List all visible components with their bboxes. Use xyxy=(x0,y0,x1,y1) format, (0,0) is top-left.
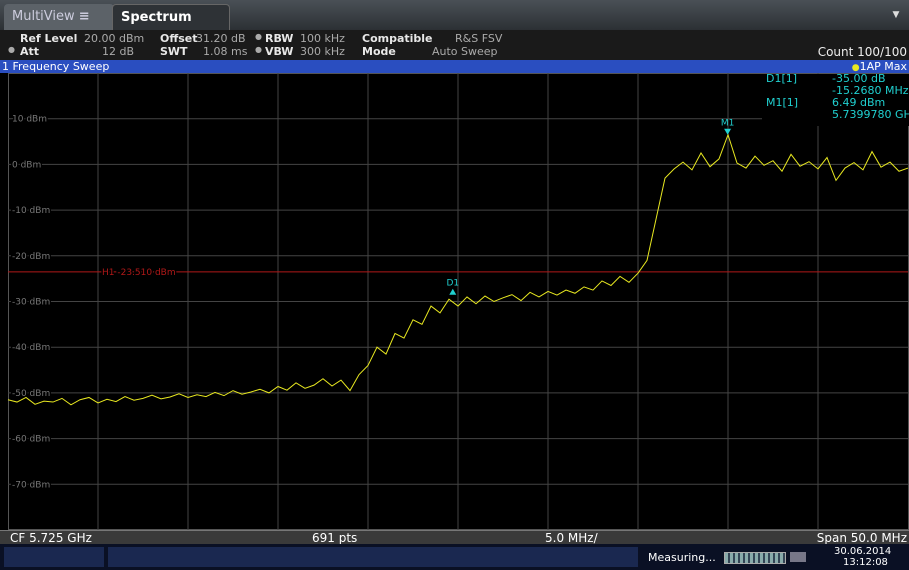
marker-name: M1[1] xyxy=(766,96,798,109)
y-tick-label: 10 dBm xyxy=(12,115,47,125)
marker-label: D1 xyxy=(446,279,459,289)
setting-label: Compatible xyxy=(362,32,433,45)
setting-value: R&S FSV xyxy=(455,32,503,45)
trace-name: 1AP Max xyxy=(859,60,907,73)
status-panel xyxy=(4,547,104,567)
y-tick-label: 0 dBm xyxy=(12,160,41,170)
span: Span 50.0 MHz xyxy=(816,531,907,545)
center-frequency: CF 5.725 GHz xyxy=(10,531,92,545)
marker-position: 5.7399780 GHz xyxy=(832,108,909,121)
y-tick-label: -50 dBm xyxy=(12,389,50,399)
setting-value: 31.20 dB xyxy=(196,32,246,45)
marker-level: 6.49 dBm xyxy=(832,96,885,109)
status-panel xyxy=(108,547,638,567)
setting-value: 300 kHz xyxy=(300,45,345,58)
setting-label: Mode xyxy=(362,45,396,58)
y-tick-label: -40 dBm xyxy=(12,343,50,353)
setting-value: Auto Sweep xyxy=(432,45,498,58)
setting-label: Ref Level xyxy=(20,32,78,45)
threshold-label: H1 -23.510 dBm xyxy=(102,268,176,278)
time: 13:12:08 xyxy=(843,557,888,568)
marker-table-background xyxy=(762,74,909,126)
sweep-count: Count 100/100 xyxy=(817,45,907,59)
setting-value: 100 kHz xyxy=(300,32,345,45)
dropdown-button[interactable]: ▼ xyxy=(892,10,900,20)
setting-value: 1.08 ms xyxy=(203,45,248,58)
setting-label: Offset xyxy=(160,32,198,45)
setting-value: 20.00 dBm xyxy=(84,32,145,45)
span-per-division: 5.0 MHz/ xyxy=(545,531,598,545)
marker-position: -15.2680 MHz xyxy=(832,84,909,97)
sweep-points: 691 pts xyxy=(312,531,358,545)
indicator-dot: ● xyxy=(8,45,15,54)
trace-label: ●1AP Max xyxy=(851,60,907,73)
trace xyxy=(7,133,909,406)
status-bar: Measuring... 30.06.2014 13:12:08 xyxy=(0,544,909,570)
setting-value: 12 dB xyxy=(102,45,135,58)
marker-label: M1 xyxy=(721,119,735,129)
y-tick-label: -10 dBm xyxy=(12,206,50,216)
setting-label: RBW xyxy=(265,32,294,45)
window-title-bar: 1 Frequency Sweep ●1AP Max xyxy=(0,60,909,73)
footer-bar: CF 5.725 GHz 691 pts 5.0 MHz/ Span 50.0 … xyxy=(0,530,909,545)
status-icon xyxy=(790,552,806,562)
marker-level: -35.00 dB xyxy=(832,73,886,85)
indicator-dot: ● xyxy=(255,32,262,41)
setting-label: Att xyxy=(20,45,40,58)
y-tick-label: -70 dBm xyxy=(12,480,50,490)
y-tick-label: -60 dBm xyxy=(12,435,50,445)
y-tick-label: -30 dBm xyxy=(12,298,50,308)
marker xyxy=(449,288,457,295)
window-title: 1 Frequency Sweep xyxy=(2,60,110,73)
tab-label: MultiView xyxy=(12,9,75,24)
spectrum-tab[interactable]: Spectrum xyxy=(112,4,230,31)
setting-label: VBW xyxy=(265,45,294,58)
settings-bar: Ref Level 20.00 dBm Offset 31.20 dB ● RB… xyxy=(0,30,909,60)
marker-name: D1[1] xyxy=(766,73,797,85)
multiview-tab[interactable]: MultiView ≡ xyxy=(4,4,114,30)
spectrum-plot: 10 dBm 0 dBm -10 dBm -20 dBm -30 dBm -40 dBm -… xyxy=(0,73,909,530)
measurement-state: Measuring... xyxy=(648,551,716,564)
date: 30.06.2014 xyxy=(834,546,892,557)
marker xyxy=(724,128,732,135)
indicator-dot: ● xyxy=(255,45,262,54)
tab-bar: MultiView ≡ Spectrum ▼ xyxy=(0,0,909,31)
setting-label: SWT xyxy=(160,45,188,58)
y-tick-label: -20 dBm xyxy=(12,252,50,262)
progress-bar xyxy=(724,552,786,564)
